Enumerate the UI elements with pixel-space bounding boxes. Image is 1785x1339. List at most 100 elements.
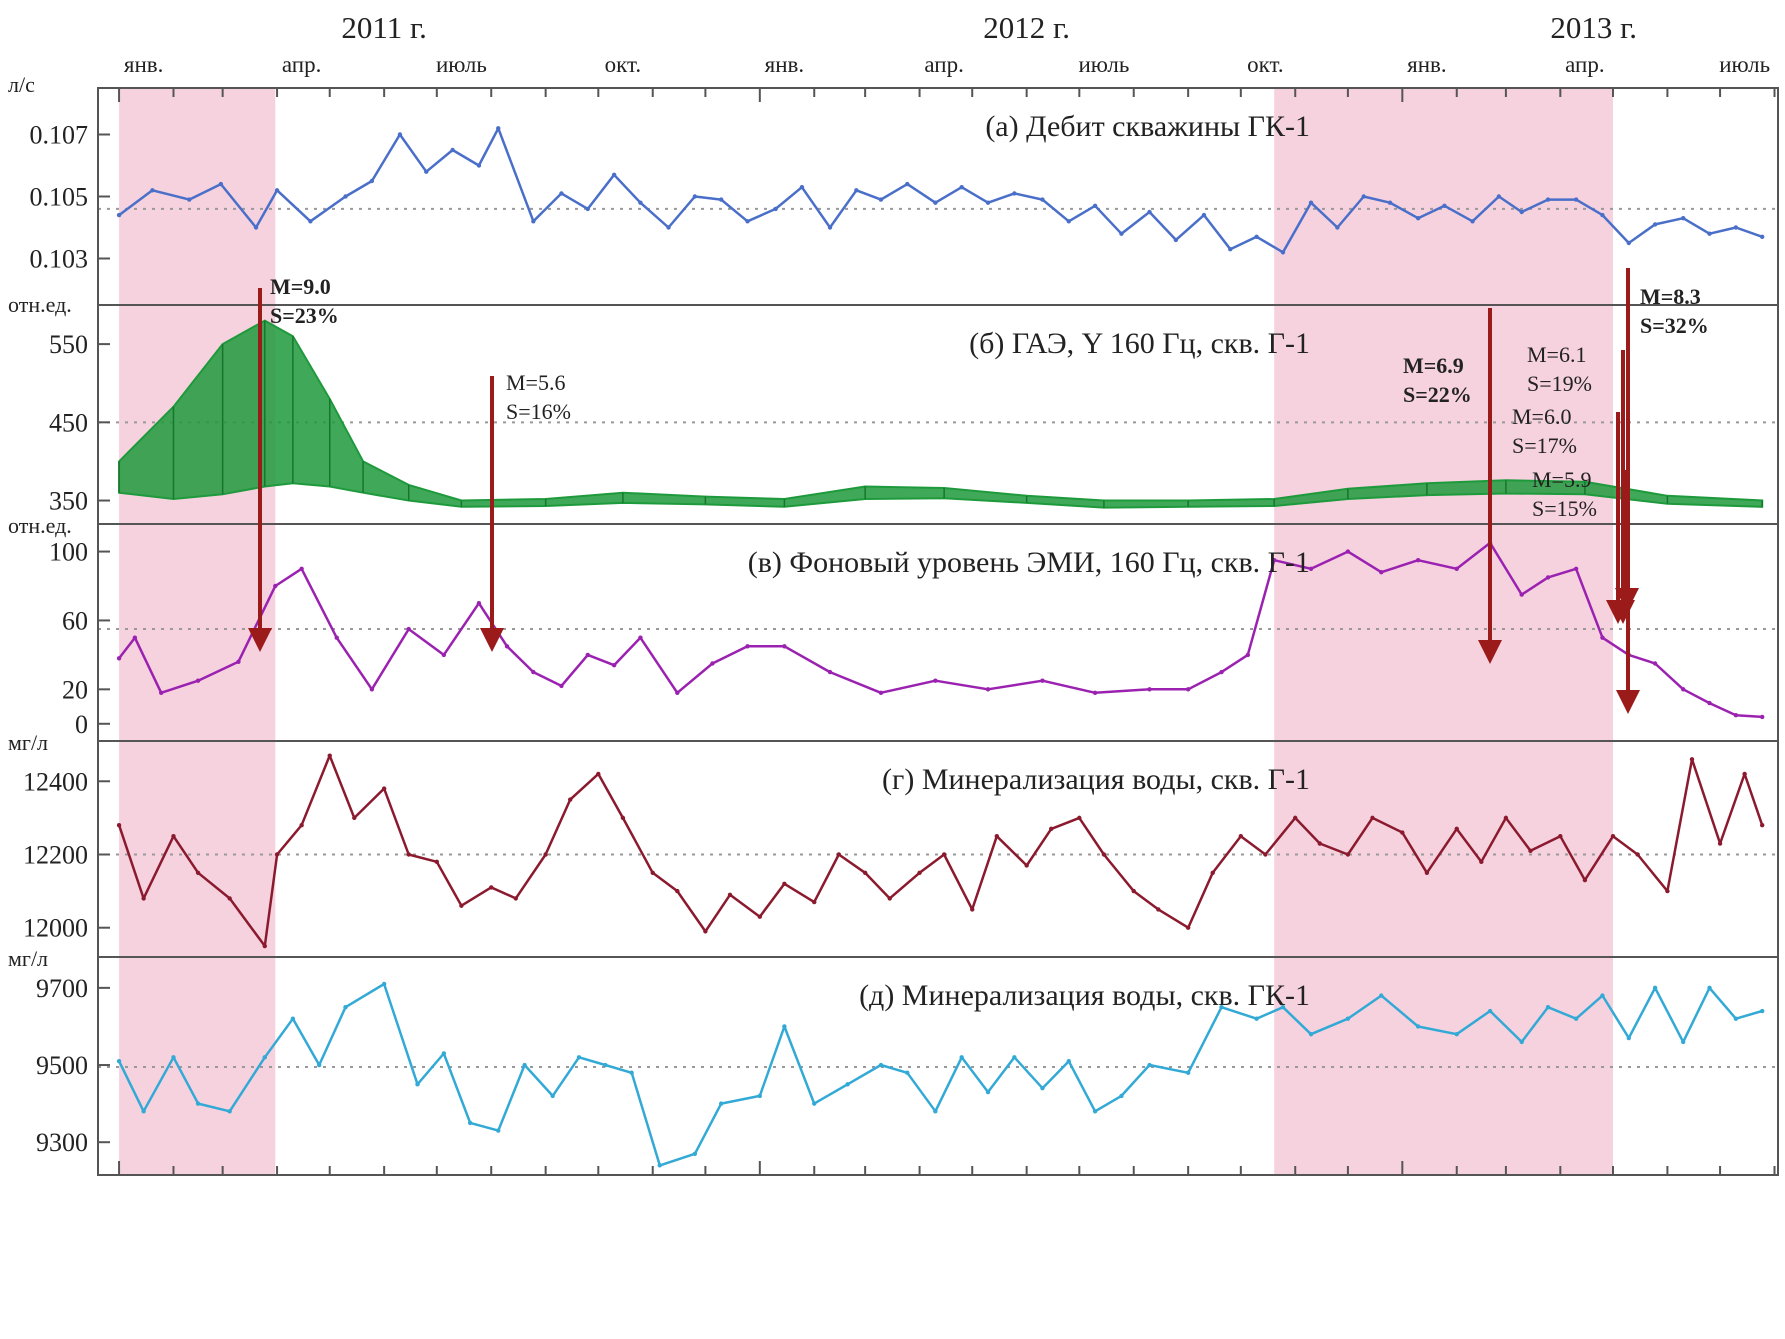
- y-tick-label: 100: [49, 538, 88, 567]
- data-point: [1147, 687, 1152, 692]
- data-point: [845, 1082, 850, 1087]
- month-label: окт.: [1247, 52, 1283, 77]
- y-tick-label: 0.103: [30, 245, 89, 274]
- data-point: [1733, 225, 1739, 230]
- axis-unit-label: мг/л: [8, 730, 48, 755]
- annotation-s: S=32%: [1640, 313, 1709, 338]
- data-point: [116, 656, 122, 661]
- series-layer: [98, 126, 1778, 1168]
- data-point: [1317, 841, 1323, 846]
- y-tick-label: 0.107: [30, 121, 89, 150]
- data-point: [1379, 570, 1384, 575]
- data-point: [1760, 823, 1765, 828]
- data-point: [1415, 216, 1421, 221]
- data-point: [1293, 815, 1298, 821]
- data-point: [381, 981, 387, 987]
- data-point: [1308, 566, 1314, 571]
- data-point: [1717, 841, 1723, 846]
- data-point: [116, 823, 122, 828]
- data-point: [141, 1109, 146, 1114]
- data-point: [799, 185, 805, 190]
- data-point: [227, 1109, 232, 1114]
- data-point: [369, 178, 375, 184]
- annotation-m: M=5.9: [1532, 467, 1591, 492]
- annotation-m: M=6.1: [1527, 342, 1586, 367]
- y-tick-label: 60: [62, 606, 88, 635]
- data-point: [1681, 216, 1686, 221]
- year-label: 2012 г.: [983, 10, 1070, 45]
- data-point: [1335, 225, 1340, 230]
- data-point: [496, 126, 501, 131]
- month-label: янв.: [124, 52, 164, 77]
- annotation-m: M=8.3: [1640, 284, 1701, 309]
- data-point: [441, 1051, 447, 1056]
- year-label: 2011 г.: [341, 10, 427, 45]
- y-tick-label: 450: [49, 408, 88, 437]
- data-point: [638, 635, 643, 640]
- data-point: [1600, 212, 1605, 218]
- annotation-s: S=15%: [1532, 496, 1597, 521]
- data-point: [195, 1101, 201, 1106]
- data-point: [1573, 566, 1579, 571]
- data-point: [585, 206, 590, 212]
- data-point: [1387, 200, 1393, 205]
- annotation-s: S=17%: [1512, 433, 1577, 458]
- data-point: [757, 914, 763, 919]
- data-point: [692, 1151, 698, 1156]
- data-point: [1077, 815, 1082, 821]
- year-label: 2013 г.: [1550, 10, 1637, 45]
- data-point: [970, 907, 975, 912]
- data-point: [434, 859, 440, 865]
- data-point: [710, 661, 715, 666]
- data-point: [1219, 669, 1224, 675]
- data-point: [611, 663, 617, 668]
- data-point: [603, 1062, 608, 1068]
- data-point: [1470, 219, 1475, 224]
- data-point: [1454, 566, 1459, 571]
- data-point: [476, 601, 482, 606]
- data-point: [1092, 1109, 1098, 1114]
- data-point: [1345, 1016, 1351, 1021]
- data-point: [1733, 1016, 1739, 1021]
- axis-unit-label: отн.ед.: [8, 292, 72, 317]
- panel-title: (а) Дебит скважины ГК-1: [985, 110, 1310, 143]
- data-point: [1635, 852, 1640, 857]
- data-point: [253, 225, 259, 230]
- data-point: [692, 194, 698, 199]
- data-point: [327, 753, 332, 758]
- month-label: июль: [1078, 52, 1129, 77]
- data-point: [959, 185, 964, 190]
- data-point: [1545, 1004, 1551, 1010]
- data-point: [1131, 888, 1136, 894]
- series-band: [118, 319, 1764, 509]
- y-tick-label: 12400: [23, 767, 88, 796]
- label-layer: 2011 г. 2012 г. 2013 г. янв. апр. июль о…: [8, 10, 1770, 1157]
- data-point: [218, 181, 224, 187]
- data-point: [782, 1024, 787, 1029]
- data-point: [941, 852, 947, 857]
- data-point: [531, 219, 536, 224]
- panel-title: (в) Фоновый уровень ЭМИ, 160 Гц, скв. Г-…: [748, 546, 1310, 579]
- data-point: [1280, 250, 1286, 255]
- data-point: [262, 943, 267, 949]
- month-label: апр.: [924, 52, 963, 77]
- data-point: [1454, 1031, 1459, 1037]
- data-point: [827, 225, 833, 230]
- data-point: [1519, 209, 1524, 215]
- data-point: [1652, 985, 1658, 991]
- data-point: [1415, 557, 1421, 563]
- data-point: [1119, 1093, 1124, 1099]
- data-point: [773, 206, 778, 212]
- data-point: [450, 147, 455, 153]
- data-point: [933, 678, 938, 683]
- data-point: [441, 652, 447, 658]
- data-point: [290, 1016, 296, 1021]
- annotation-s: S=19%: [1527, 371, 1592, 396]
- data-point: [381, 786, 387, 791]
- data-point: [757, 1093, 763, 1099]
- data-point: [343, 194, 348, 199]
- data-point: [596, 771, 601, 777]
- data-point: [576, 1055, 582, 1060]
- month-label: июль: [1719, 52, 1770, 77]
- data-point: [543, 852, 548, 857]
